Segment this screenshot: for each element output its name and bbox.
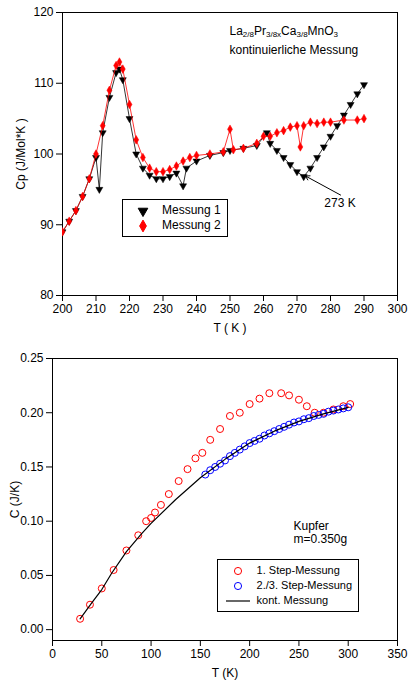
html-text:Messung 1: Messung 1 xyxy=(162,203,221,217)
svg-text:300: 300 xyxy=(338,647,358,661)
svg-text:T ( K ): T ( K ) xyxy=(213,321,246,335)
html-text:2./3. Step-Messung: 2./3. Step-Messung xyxy=(256,579,352,591)
svg-text:T (K): T (K) xyxy=(212,666,238,680)
svg-text:0.05: 0.05 xyxy=(20,568,44,582)
svg-text:C (J/K): C (J/K) xyxy=(8,481,22,518)
svg-text:220: 220 xyxy=(119,302,139,316)
html-text:1. Step-Messung: 1. Step-Messung xyxy=(256,564,340,576)
svg-text:290: 290 xyxy=(354,302,374,316)
svg-text:90: 90 xyxy=(40,218,54,232)
html-text:kontinuierliche Messung: kontinuierliche Messung xyxy=(229,43,359,58)
svg-text:80: 80 xyxy=(40,288,54,302)
svg-text:200: 200 xyxy=(52,302,72,316)
svg-text:300: 300 xyxy=(387,302,407,316)
svg-text:100: 100 xyxy=(33,147,53,161)
svg-text:50: 50 xyxy=(95,647,109,661)
svg-text:120: 120 xyxy=(33,5,53,19)
svg-text:0.20: 0.20 xyxy=(20,406,44,420)
svg-text:280: 280 xyxy=(320,302,340,316)
svg-text:0.25: 0.25 xyxy=(20,351,44,365)
svg-text:150: 150 xyxy=(190,647,210,661)
html-text:273 K: 273 K xyxy=(324,195,356,210)
svg-text:270: 270 xyxy=(287,302,307,316)
svg-text:250: 250 xyxy=(289,647,309,661)
svg-text:240: 240 xyxy=(186,302,206,316)
html-text:La2/8Pr3/8xCa3/8MnO3: La2/8Pr3/8xCa3/8MnO3 xyxy=(229,23,338,39)
svg-text:Cp (J/Mol*K ): Cp (J/Mol*K ) xyxy=(14,118,28,189)
svg-text:0.10: 0.10 xyxy=(20,514,44,528)
html-text:kont. Messung: kont. Messung xyxy=(256,594,329,606)
svg-text:350: 350 xyxy=(387,647,407,661)
svg-text:0.00: 0.00 xyxy=(20,622,44,636)
svg-text:200: 200 xyxy=(240,647,260,661)
svg-text:260: 260 xyxy=(253,302,273,316)
svg-text:100: 100 xyxy=(141,647,161,661)
svg-text:110: 110 xyxy=(34,76,53,90)
svg-text:0.15: 0.15 xyxy=(20,460,44,474)
svg-text:210: 210 xyxy=(86,302,106,316)
svg-text:0: 0 xyxy=(49,647,56,661)
html-text:Kupfer: Kupfer xyxy=(293,519,329,534)
html-text:Messung 2: Messung 2 xyxy=(162,218,221,232)
svg-text:230: 230 xyxy=(153,302,173,316)
html-text:m=0.350g: m=0.350g xyxy=(293,532,348,547)
svg-text:250: 250 xyxy=(220,302,240,316)
